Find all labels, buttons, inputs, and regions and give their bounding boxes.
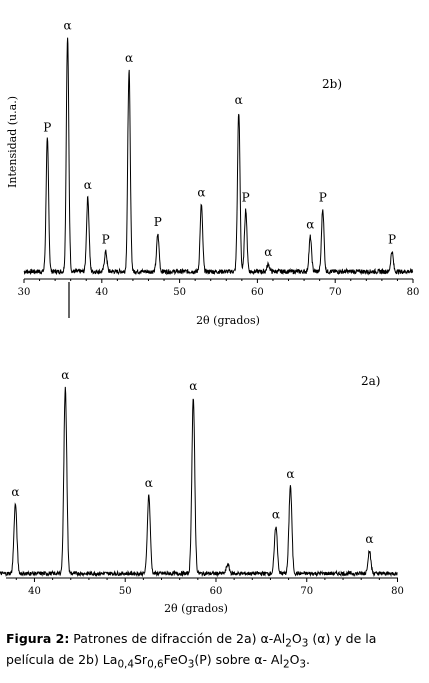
- caption-sub: 0,4: [117, 658, 134, 670]
- y-axis-label-2b: Intensidad (u.a.): [6, 96, 19, 188]
- panel-label-2b: 2b): [322, 77, 342, 91]
- x-tick-label: 70: [300, 586, 313, 597]
- x-tick-label: 70: [329, 287, 342, 298]
- x-axis-label-2b: 2θ (grados): [196, 314, 260, 327]
- peak-label: α: [306, 218, 314, 232]
- peak-label: α: [197, 185, 205, 199]
- peak-label: α: [235, 93, 243, 107]
- caption-text: .: [306, 651, 311, 667]
- peak-label: α: [272, 507, 280, 521]
- caption-sub: 3: [299, 658, 307, 670]
- x-axis-label-2a: 2θ (grados): [164, 602, 228, 615]
- x-tick-label: 50: [119, 586, 132, 597]
- peak-label: α: [286, 467, 294, 481]
- peak-label: α: [145, 476, 153, 490]
- peak-label: P: [102, 233, 110, 247]
- x-tick-label: 60: [251, 287, 264, 298]
- x-tick-label: 80: [407, 287, 420, 298]
- peak-label: α: [64, 19, 72, 33]
- x-tick-label: 40: [95, 287, 108, 298]
- peak-label: α: [84, 178, 92, 192]
- caption-sub: 2: [285, 637, 292, 650]
- peak-label: P: [388, 233, 396, 247]
- pattern-2b-trace: [23, 37, 414, 276]
- caption-text: (P) sobre α- Al: [194, 651, 283, 667]
- x-tick-label: 40: [28, 586, 41, 597]
- peak-label: α: [61, 368, 69, 382]
- pattern-2a-trace: [0, 386, 398, 578]
- peak-label: P: [242, 190, 250, 204]
- caption-sub: 0,6: [147, 658, 164, 670]
- caption-sub: 3: [187, 658, 195, 670]
- peak-label: α: [365, 532, 373, 546]
- peak-label: P: [43, 121, 51, 135]
- x-tick-label: 50: [173, 287, 186, 298]
- caption-text: Patrones de difracción de 2a) α-Al: [69, 631, 286, 646]
- caption-text: Sr: [134, 651, 148, 667]
- peak-label: P: [319, 190, 327, 204]
- peak-label: α: [189, 379, 197, 393]
- caption-text: O: [289, 651, 300, 667]
- x-tick-label: 60: [210, 586, 223, 597]
- caption-figure-number: Figura 2:: [6, 631, 70, 646]
- peak-label: α: [264, 245, 272, 259]
- caption-text: (α) y de la película de 2b) La: [6, 631, 377, 667]
- caption-text: O: [291, 631, 302, 646]
- figure-caption: Figura 2: Patrones de difracción de 2a) …: [6, 631, 424, 672]
- x-tick-label: 80: [391, 586, 404, 597]
- peak-label: α: [125, 51, 133, 65]
- x-tick-label: 30: [18, 287, 31, 298]
- panel-label-2a: 2a): [361, 374, 380, 388]
- caption-sub: 2: [282, 658, 290, 670]
- caption-sub: 3: [301, 637, 309, 650]
- peak-label: P: [154, 215, 162, 229]
- caption-text: FeO: [163, 651, 188, 667]
- peak-label: α: [11, 485, 19, 499]
